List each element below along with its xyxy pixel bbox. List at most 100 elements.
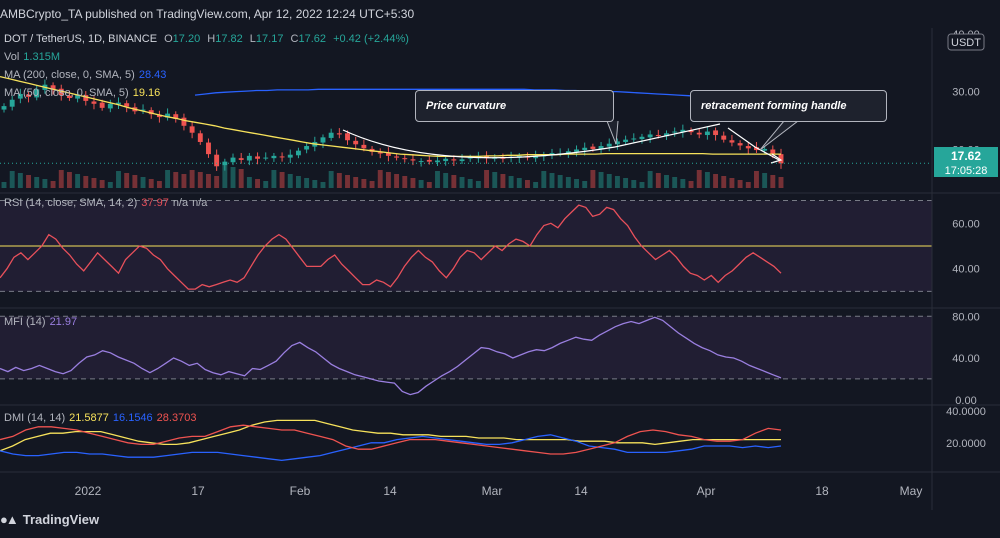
- candle-body: [696, 132, 702, 135]
- candle-body: [729, 140, 735, 143]
- volume-bar: [770, 175, 776, 188]
- candle-body: [181, 117, 187, 126]
- candle-body: [320, 137, 326, 143]
- time-tick: May: [900, 484, 923, 498]
- volume-bar: [345, 175, 350, 188]
- volume-bar: [467, 179, 473, 188]
- volume-bar: [459, 177, 465, 188]
- candle-body: [688, 130, 694, 133]
- candle-body: [214, 154, 220, 167]
- volume-bar: [688, 181, 694, 188]
- volume-bar: [672, 177, 678, 188]
- retracement-callout[interactable]: retracement forming handle: [690, 90, 887, 122]
- dmi-legend[interactable]: DMI (14, 14) 21.5877 16.1546 28.3703: [4, 412, 200, 424]
- dmi-label: DMI (14, 14): [4, 412, 66, 424]
- candle-body: [91, 101, 97, 104]
- volume-bar: [1, 182, 7, 188]
- volume-bar: [451, 175, 457, 188]
- price-curvature-pointer: [606, 120, 619, 145]
- rsi-na-2: n/a: [192, 197, 208, 209]
- dmi-value-1: 21.5877: [69, 412, 109, 424]
- volume-bar: [680, 179, 686, 188]
- ma50-value: 19.16: [132, 87, 161, 99]
- candle-body: [770, 149, 776, 154]
- volume-bar: [721, 176, 727, 188]
- time-tick: Feb: [290, 484, 311, 498]
- candle-body: [418, 161, 424, 163]
- candle-body: [762, 148, 768, 151]
- volume-legend[interactable]: Vol 1.315M: [4, 51, 64, 63]
- currency-label: USDT: [951, 37, 981, 49]
- candle-body: [721, 135, 727, 140]
- symbol-legend[interactable]: DOT / TetherUS, 1D, BINANCE O17.20 H17.8…: [4, 33, 413, 45]
- vol-value: 1.315M: [23, 51, 60, 63]
- open-label: O: [164, 33, 173, 45]
- volume-bar: [124, 173, 130, 188]
- change-value: +0.42 (+2.44%): [333, 33, 409, 45]
- candle-body: [582, 147, 588, 151]
- volume-bar: [132, 175, 138, 188]
- candle-body: [17, 93, 23, 99]
- candle-body: [631, 138, 637, 140]
- volume-bar: [704, 172, 710, 188]
- vol-label: Vol: [4, 51, 20, 63]
- ma200-line: [194, 88, 781, 101]
- handle-line: [727, 127, 780, 161]
- volume-bar: [336, 173, 342, 188]
- candle-body: [279, 156, 285, 158]
- candle-body: [377, 152, 383, 154]
- volume-bar: [222, 165, 228, 188]
- volume-bar: [116, 171, 121, 188]
- volume-bar: [574, 179, 579, 188]
- time-tick: 14: [574, 484, 588, 498]
- volume-bar: [590, 170, 596, 188]
- candle-body: [124, 103, 130, 107]
- price-curvature-callout[interactable]: Price curvature: [415, 90, 614, 122]
- mfi-legend[interactable]: MFI (14) 21.97: [4, 316, 81, 328]
- volume-bar: [287, 174, 293, 188]
- volume-bar: [614, 176, 620, 188]
- volume-bar: [353, 177, 359, 188]
- volume-bar: [508, 176, 514, 188]
- volume-bar: [565, 177, 571, 188]
- candle-body: [230, 157, 236, 163]
- mfi-label: MFI (14): [4, 316, 46, 328]
- ma200-legend[interactable]: MA (200, close, 0, SMA, 5) 28.43: [4, 69, 170, 81]
- tradingview-logo[interactable]: ●▲ TradingView: [0, 512, 99, 527]
- candle-body: [255, 156, 261, 159]
- volume-bar: [66, 172, 72, 188]
- ma50-legend[interactable]: MA (50, close, 0, SMA, 5) 19.16: [4, 87, 164, 99]
- volume-bar: [500, 174, 506, 188]
- volume-bar: [320, 182, 326, 188]
- time-tick: 2022: [75, 484, 102, 498]
- volume-bar: [533, 182, 539, 188]
- volume-bar: [263, 181, 269, 188]
- volume-bar: [83, 176, 89, 188]
- volume-bar: [304, 178, 310, 188]
- volume-bar: [664, 175, 669, 188]
- candle-body: [672, 131, 678, 133]
- volume-bar: [246, 177, 252, 188]
- candle-body: [156, 114, 162, 118]
- volume-bar: [17, 173, 23, 188]
- volume-bar: [107, 182, 113, 188]
- tradingview-brand-name: TradingView: [22, 512, 100, 527]
- candle-body: [639, 136, 645, 140]
- volume-bar: [410, 178, 416, 188]
- candle-body: [99, 102, 105, 108]
- tradingview-logo-icon: ●▲: [0, 512, 19, 527]
- volume-bar: [557, 175, 563, 188]
- time-tick: Apr: [697, 484, 716, 498]
- candle-body: [107, 103, 113, 109]
- volume-bar: [34, 177, 40, 188]
- candle-body: [189, 126, 195, 133]
- volume-bar: [737, 180, 743, 188]
- rsi-legend[interactable]: RSI (14, close, SMA, 14, 2) 37.97 n/a n/a: [4, 197, 211, 209]
- candle-body: [443, 158, 449, 162]
- mfi-line: [0, 316, 782, 396]
- handle-arrow: [770, 153, 783, 164]
- candle-body: [58, 88, 64, 96]
- volume-bar: [26, 175, 31, 188]
- candle-body: [426, 159, 432, 162]
